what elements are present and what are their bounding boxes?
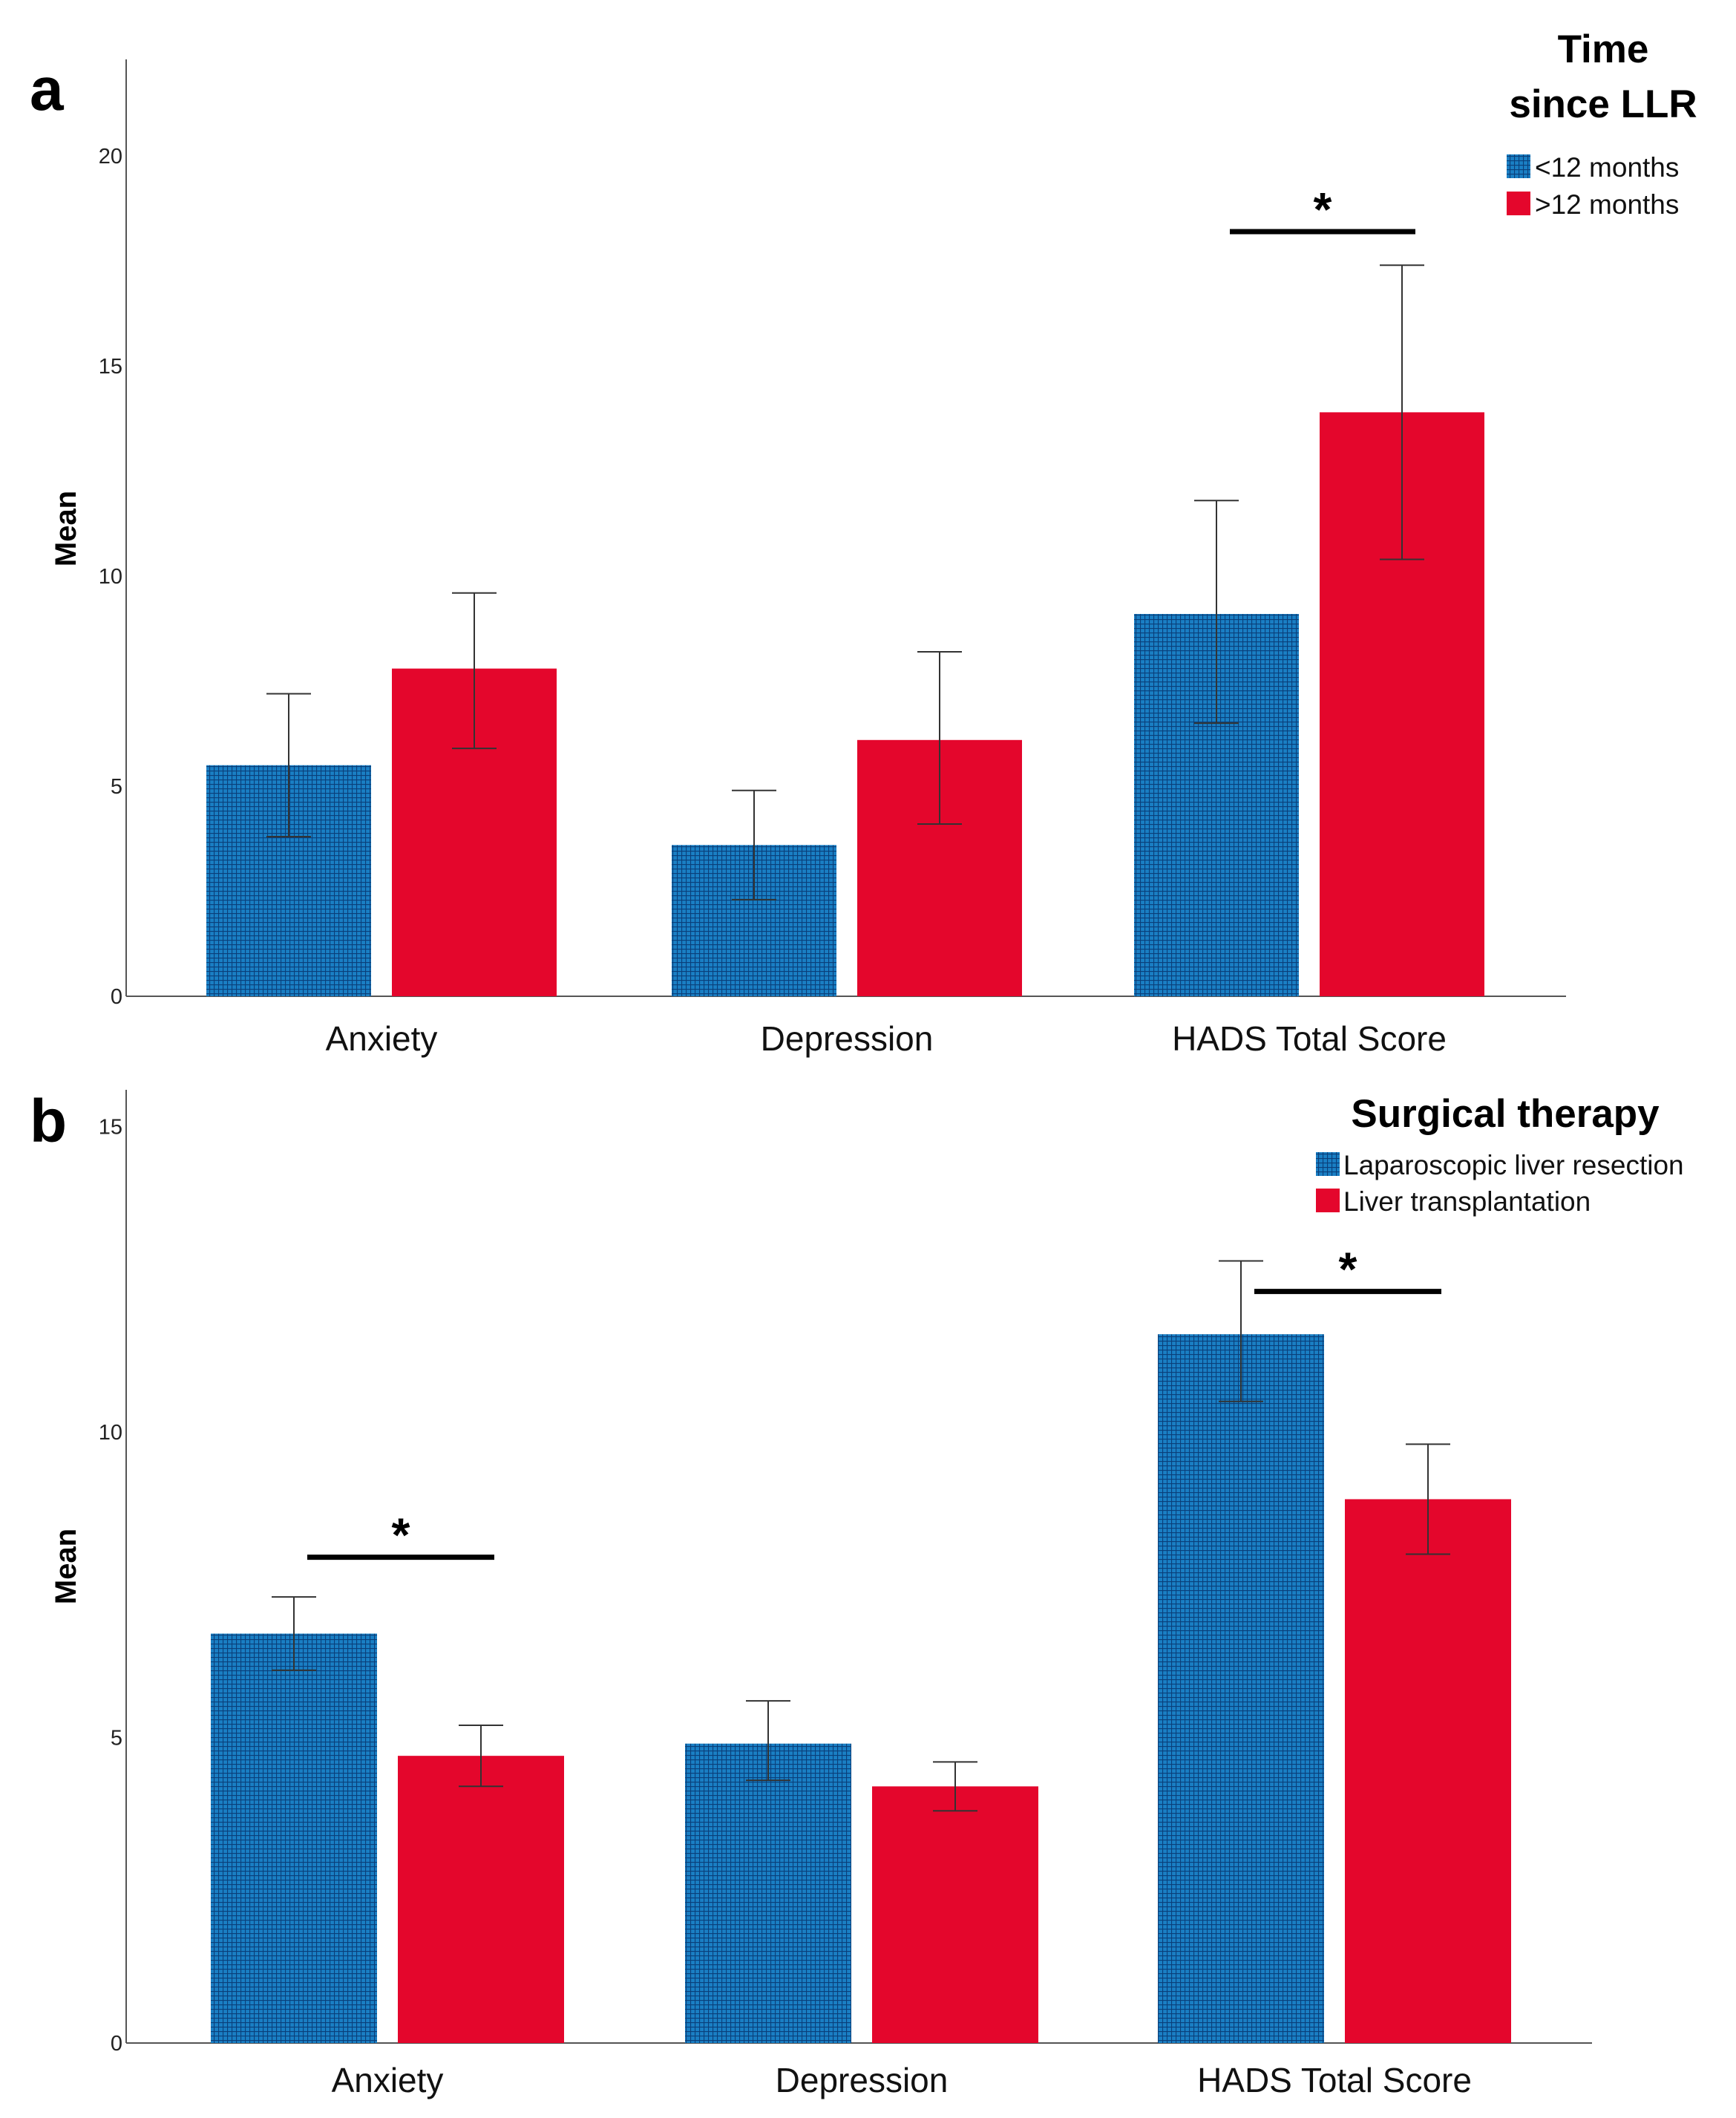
bar-series1-anxiety: [211, 1633, 377, 2043]
x-category-label: Depression: [761, 1019, 934, 1058]
plot-area: 0 5 10 15 20 Anxiety Depression HADS Total Scor…: [99, 59, 1566, 1058]
y-tick-label: 10: [99, 565, 122, 589]
error-bar: [266, 693, 311, 837]
y-tick-label: 0: [111, 2032, 122, 2056]
significance-star: *: [1314, 183, 1332, 236]
legend-swatch-lt: [1316, 1189, 1340, 1212]
legend: Surgical therapy Laparoscopic liver rese…: [1316, 1092, 1684, 1217]
significance-star: *: [1339, 1243, 1357, 1296]
error-bar: [1219, 1260, 1263, 1402]
x-category-label: Anxiety: [332, 2061, 444, 2099]
panel-label-b: b: [30, 1088, 67, 1155]
bar-series2-depression: [872, 1786, 1038, 2043]
y-tick-label: 5: [111, 1726, 122, 1750]
y-tick-label: 10: [99, 1421, 122, 1445]
legend-swatch-llr: [1316, 1152, 1340, 1176]
error-bar: [933, 1761, 977, 1812]
error-bar: [917, 650, 962, 825]
error-bar: [1380, 264, 1424, 560]
bar-series2-anxiety: [398, 1756, 564, 2043]
legend-label-lt: Liver transplantation: [1343, 1186, 1591, 1217]
legend-title: Surgical therapy: [1351, 1092, 1660, 1136]
error-bar: [459, 1725, 503, 1788]
y-tick-label: 0: [111, 985, 122, 1009]
x-category-label: HADS Total Score: [1197, 2061, 1472, 2099]
bar-series2-hads-total-score: [1345, 1499, 1511, 2043]
panel-label-a: a: [30, 56, 65, 123]
error-bar: [1406, 1443, 1450, 1555]
y-tick-label: 5: [111, 775, 122, 799]
chart-panel-b: b Mean 0 5 10 15 Anxiety Depression HADS Total…: [30, 1088, 1684, 2099]
x-category-label: Depression: [776, 2061, 949, 2099]
x-category-label: HADS Total Score: [1172, 1019, 1447, 1058]
y-tick-label: 20: [99, 145, 122, 169]
legend: Time since LLR <12 months >12 months: [1507, 27, 1697, 220]
error-bar: [732, 789, 776, 901]
y-tick-label: 15: [99, 1115, 122, 1139]
legend-swatch-lt12: [1507, 154, 1530, 178]
significance-star: *: [392, 1509, 410, 1562]
legend-label-llr: Laparoscopic liver resection: [1343, 1150, 1684, 1180]
error-bar: [452, 592, 497, 750]
bar-series1-depression: [685, 1743, 851, 2043]
legend-label-lt12: <12 months: [1535, 152, 1679, 183]
legend-title-line-2: since LLR: [1509, 82, 1697, 126]
x-category-label: Anxiety: [326, 1019, 438, 1058]
chart-panel-a: a Mean 0 5 10 15 20 Anxiety Depression HADS Tot…: [30, 27, 1697, 1058]
legend-title-line-1: Time: [1558, 27, 1649, 71]
legend-label-gt12: >12 months: [1535, 189, 1679, 220]
legend-swatch-gt12: [1507, 192, 1530, 215]
y-axis-title: Mean: [50, 491, 82, 566]
bar-series1-hads-total-score: [1158, 1334, 1324, 2043]
error-bar: [1194, 500, 1239, 725]
error-bar: [272, 1596, 316, 1671]
y-axis-title: Mean: [50, 1529, 82, 1604]
error-bar: [746, 1700, 790, 1782]
y-tick-label: 15: [99, 355, 122, 379]
plot-area: 0 5 10 15 Anxiety Depression HADS Total Score *…: [99, 1090, 1592, 2099]
